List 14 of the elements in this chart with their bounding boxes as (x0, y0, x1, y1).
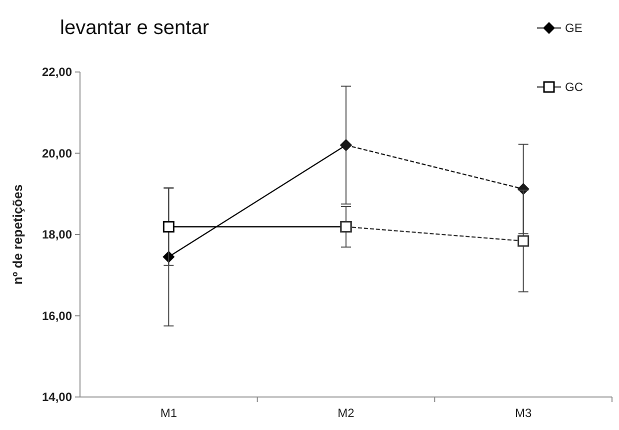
chart-title: levantar e sentar (60, 17, 210, 39)
legend-label: GC (565, 80, 584, 94)
y-tick-label: 18,00 (42, 228, 72, 242)
x-tick-label: M1 (160, 406, 178, 420)
x-tick-label: M3 (514, 406, 532, 420)
point (162, 221, 174, 233)
y-tick-label: 22,00 (42, 65, 72, 80)
y-tick-label: 16,00 (42, 308, 72, 323)
legend-label: GE (565, 21, 582, 36)
x-tick-label: M2 (338, 406, 355, 420)
point (518, 235, 530, 247)
y-axis-title: nº de repetições (10, 184, 25, 285)
y-tick-label: 14,00 (42, 390, 72, 404)
y-tick-label: 20,00 (42, 146, 72, 160)
